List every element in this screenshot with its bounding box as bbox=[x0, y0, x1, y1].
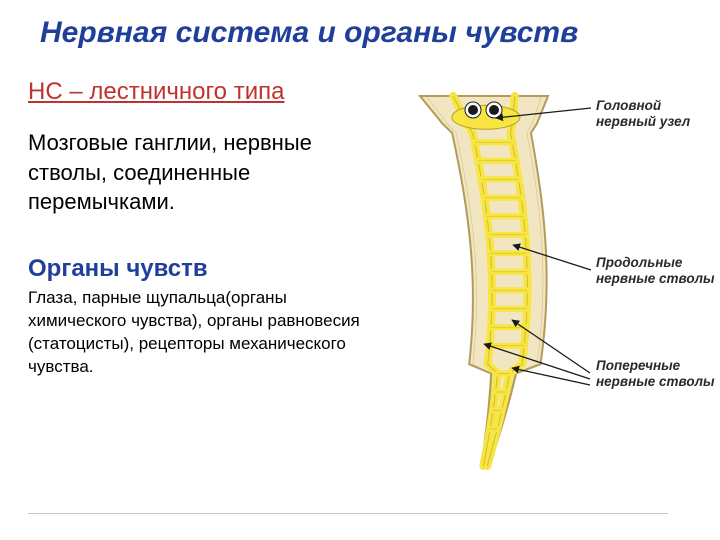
diagram-label-2: Поперечные нервные стволы bbox=[596, 358, 716, 390]
slide-root: Нервная система и органы чувств НС – лес… bbox=[0, 0, 720, 540]
diagram-label-0: Головной нервный узел bbox=[596, 98, 716, 130]
content-row: НС – лестничного типа Мозговые ганглии, … bbox=[28, 78, 692, 498]
paragraph-sense-organs: Глаза, парные щупальца(органы химическог… bbox=[28, 287, 368, 379]
subheading-ns-type: НС – лестничного типа bbox=[28, 78, 368, 106]
text-column: НС – лестничного типа Мозговые ганглии, … bbox=[28, 78, 368, 498]
diagram-label-1: Продольные нервные стволы bbox=[596, 255, 716, 287]
diagram-column: Головной нервный узелПродольные нервные … bbox=[376, 78, 692, 498]
subheading-sense-organs: Органы чувств bbox=[28, 255, 368, 283]
slide-title: Нервная система и органы чувств bbox=[40, 16, 692, 50]
paragraph-ganglia: Мозговые ганглии, нервные стволы, соедин… bbox=[28, 128, 368, 217]
bottom-rule bbox=[28, 513, 668, 514]
